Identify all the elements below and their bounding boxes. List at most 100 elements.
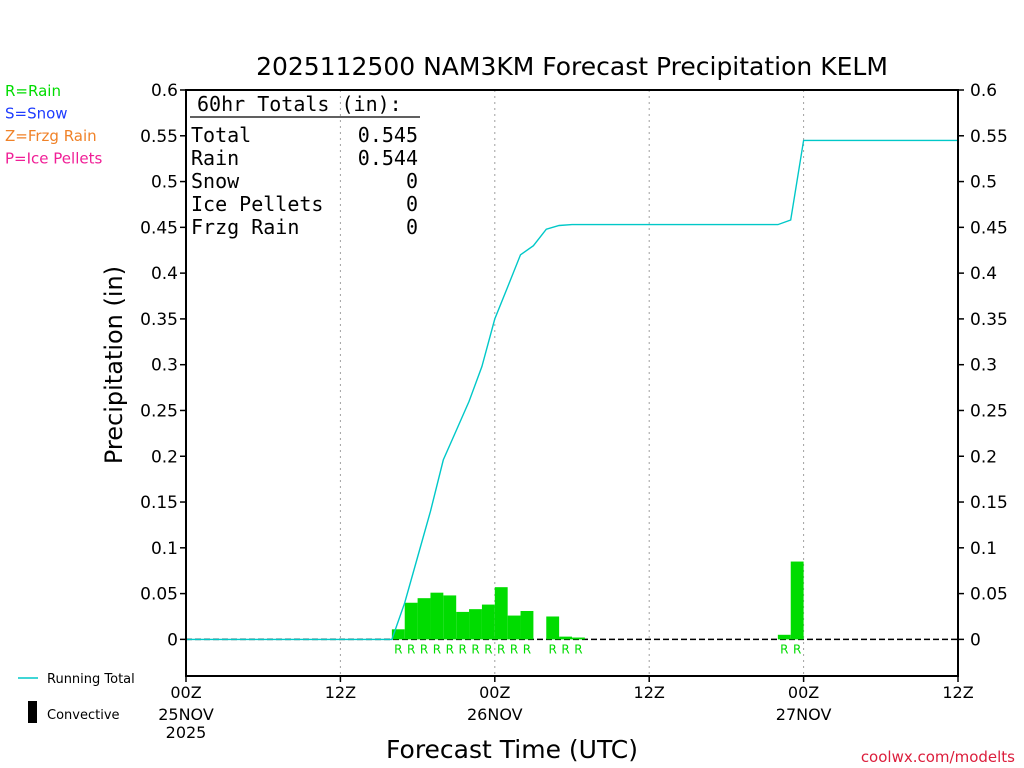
legend: R=Rain S=Snow Z=Frzg Rain P=Ice Pellets Runn… bbox=[5, 82, 135, 723]
tick-labels: 0 00.05 0.050.1 0.10.15 0.150.2 0.20.25 0.250.… bbox=[140, 81, 1008, 742]
precip-type-label: R bbox=[523, 642, 531, 656]
totals-row-value: 0 bbox=[406, 192, 418, 216]
y-tick-label-left: 0.3 bbox=[151, 356, 178, 376]
precip-bar bbox=[572, 637, 585, 640]
precip-bar bbox=[481, 604, 495, 640]
y-tick-label-left: 0.25 bbox=[140, 401, 178, 421]
totals-row-value: 0.545 bbox=[358, 123, 418, 147]
axes bbox=[180, 89, 964, 682]
totals-row-value: 0 bbox=[406, 215, 418, 239]
y-tick-label-right: 0.3 bbox=[970, 356, 997, 376]
x-axis-label: Forecast Time (UTC) bbox=[386, 735, 638, 764]
y-tick-label-right: 0.55 bbox=[970, 127, 1008, 147]
precip-type-label: R bbox=[780, 642, 788, 656]
precip-type-legend-item: P=Ice Pellets bbox=[5, 150, 102, 168]
x-tick-label: 00Z bbox=[479, 683, 510, 702]
precip-bar bbox=[404, 602, 418, 640]
precip-type-legend-item: Z=Frzg Rain bbox=[5, 127, 97, 145]
y-tick-label-left: 0.1 bbox=[151, 539, 178, 559]
y-tick-label-left: 0 bbox=[167, 630, 178, 650]
precip-type-label: R bbox=[549, 642, 557, 656]
credit-text: coolwx.com/modelts bbox=[861, 748, 1015, 766]
precip-bar bbox=[507, 615, 521, 640]
series-legend-label: Running Total bbox=[47, 672, 135, 687]
precip-type-label: R bbox=[484, 642, 492, 656]
y-tick-label-right: 0.05 bbox=[970, 585, 1008, 605]
y-tick-label-left: 0.35 bbox=[140, 310, 178, 330]
y-tick-label-left: 0.6 bbox=[151, 81, 178, 101]
precip-bar bbox=[559, 636, 572, 640]
precip-type-label: R bbox=[471, 642, 479, 656]
y-tick-label-right: 0.35 bbox=[970, 310, 1008, 330]
x-tick-label: 00Z bbox=[170, 683, 201, 702]
y-tick-label-right: 0.2 bbox=[970, 447, 997, 467]
running-total-line bbox=[186, 139, 958, 641]
precip-type-legend-item: R=Rain bbox=[5, 82, 61, 100]
x-tick-label: 12Z bbox=[325, 683, 356, 702]
x-tick-year: 2025 bbox=[166, 723, 207, 742]
precip-bar bbox=[456, 611, 470, 640]
y-tick-label-right: 0.5 bbox=[970, 173, 997, 193]
grid-lines bbox=[186, 90, 958, 676]
y-tick-label-right: 0.25 bbox=[970, 401, 1008, 421]
precip-type-label: R bbox=[574, 642, 582, 656]
precip-bar bbox=[546, 616, 560, 640]
y-tick-label-left: 0.55 bbox=[140, 127, 178, 147]
precip-bar bbox=[790, 561, 804, 640]
precip-type-label: R bbox=[793, 642, 801, 656]
y-tick-label-right: 0.45 bbox=[970, 218, 1008, 238]
precip-bar bbox=[469, 609, 482, 640]
convective-legend-swatch bbox=[28, 701, 37, 723]
totals-row-value: 0 bbox=[406, 169, 418, 193]
plot-frame bbox=[185, 89, 959, 677]
y-tick-label-left: 0.4 bbox=[151, 264, 178, 284]
precip-bar bbox=[494, 587, 508, 640]
totals-row-label: Rain bbox=[191, 146, 239, 170]
precip-type-label: R bbox=[510, 642, 518, 656]
precip-type-label: R bbox=[446, 642, 454, 656]
precip-type-label: R bbox=[420, 642, 428, 656]
precip-type-label: R bbox=[407, 642, 415, 656]
x-tick-date: 25NOV bbox=[158, 705, 214, 724]
precip-bar bbox=[391, 629, 405, 640]
precip-type-label: R bbox=[394, 642, 402, 656]
precip-type-label: R bbox=[497, 642, 505, 656]
y-tick-label-right: 0 bbox=[970, 630, 981, 650]
totals-header: 60hr Totals (in): bbox=[197, 92, 402, 116]
y-tick-label-left: 0.45 bbox=[140, 218, 178, 238]
y-tick-label-left: 0.5 bbox=[151, 173, 178, 193]
precip-bar bbox=[443, 595, 457, 640]
x-tick-label: 12Z bbox=[634, 683, 665, 702]
series-legend-label: Convective bbox=[47, 708, 120, 723]
y-tick-label-left: 0.15 bbox=[140, 493, 178, 513]
totals-row-label: Total bbox=[191, 123, 251, 147]
totals-row-value: 0.544 bbox=[358, 146, 418, 170]
y-tick-label-left: 0.2 bbox=[151, 447, 178, 467]
totals-table: 60hr Totals (in): Total 0.545 Rain 0.544 Snow… bbox=[190, 92, 420, 239]
x-tick-date: 26NOV bbox=[467, 705, 523, 724]
totals-row-label: Ice Pellets bbox=[191, 192, 323, 216]
x-tick-date: 27NOV bbox=[776, 705, 832, 724]
running-total-series bbox=[186, 139, 958, 641]
precip-bar bbox=[520, 610, 534, 640]
y-tick-label-right: 0.4 bbox=[970, 264, 997, 284]
x-tick-label: 00Z bbox=[788, 683, 819, 702]
y-tick-label-left: 0.05 bbox=[140, 585, 178, 605]
x-tick-label: 12Z bbox=[942, 683, 973, 702]
precip-bar bbox=[430, 592, 444, 640]
totals-row-label: Snow bbox=[191, 169, 240, 193]
precip-bar bbox=[777, 634, 791, 640]
precip-type-label: R bbox=[433, 642, 441, 656]
y-tick-label-right: 0.15 bbox=[970, 493, 1008, 513]
y-tick-label-right: 0.1 bbox=[970, 539, 997, 559]
chart-title: 2025112500 NAM3KM Forecast Precipitation… bbox=[256, 52, 888, 81]
precip-type-label: R bbox=[561, 642, 569, 656]
precip-bar bbox=[417, 598, 431, 640]
precip-type-label: R bbox=[458, 642, 466, 656]
totals-row-label: Frzg Rain bbox=[191, 215, 299, 239]
y-axis-label: Precipitation (in) bbox=[100, 266, 128, 464]
y-tick-label-right: 0.6 bbox=[970, 81, 997, 101]
precip-type-legend-item: S=Snow bbox=[5, 105, 68, 123]
